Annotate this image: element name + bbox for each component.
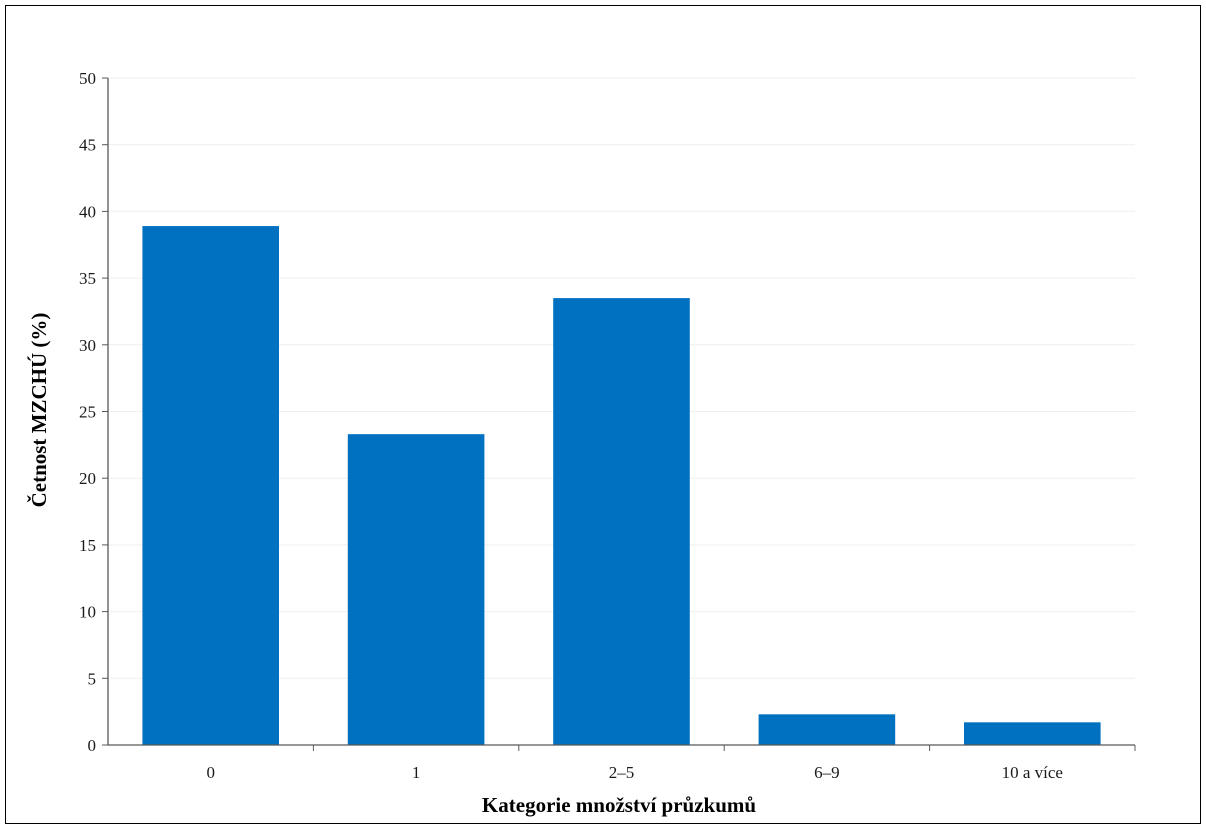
y-tick-label: 25 [79,403,96,422]
y-tick-label: 10 [79,603,96,622]
x-tick-label: 2–5 [609,763,635,782]
gridlines [108,77,1135,679]
y-tick-label: 30 [79,336,96,355]
y-tick-labels: 0 5 10 15 20 25 30 35 40 45 50 [79,69,96,755]
y-tick-label: 40 [79,202,96,221]
y-tick-label: 35 [79,269,96,288]
x-tick-label: 6–9 [814,763,840,782]
bar [553,298,690,745]
y-tick-label: 5 [88,669,97,688]
bar [142,226,279,746]
y-tick-label: 50 [79,69,96,88]
x-tick-labels: 0 1 2–5 6–9 10 a více [206,763,1063,782]
x-tick-label: 0 [206,763,215,782]
x-tick-label: 1 [412,763,421,782]
bar [758,714,896,745]
x-axis-title: Kategorie množství průzkumů [482,793,756,817]
bar [964,722,1101,745]
y-tick-label: 15 [79,536,96,555]
y-tick-label: 45 [79,136,96,155]
bar [347,434,485,745]
x-tick-label: 10 a více [1002,763,1063,782]
axes [102,77,1136,751]
bars [142,226,1101,746]
y-tick-label: 20 [79,469,96,488]
y-tick-label: 0 [88,736,97,755]
y-axis-title: Četnost MZCHÚ (%) [27,313,51,508]
